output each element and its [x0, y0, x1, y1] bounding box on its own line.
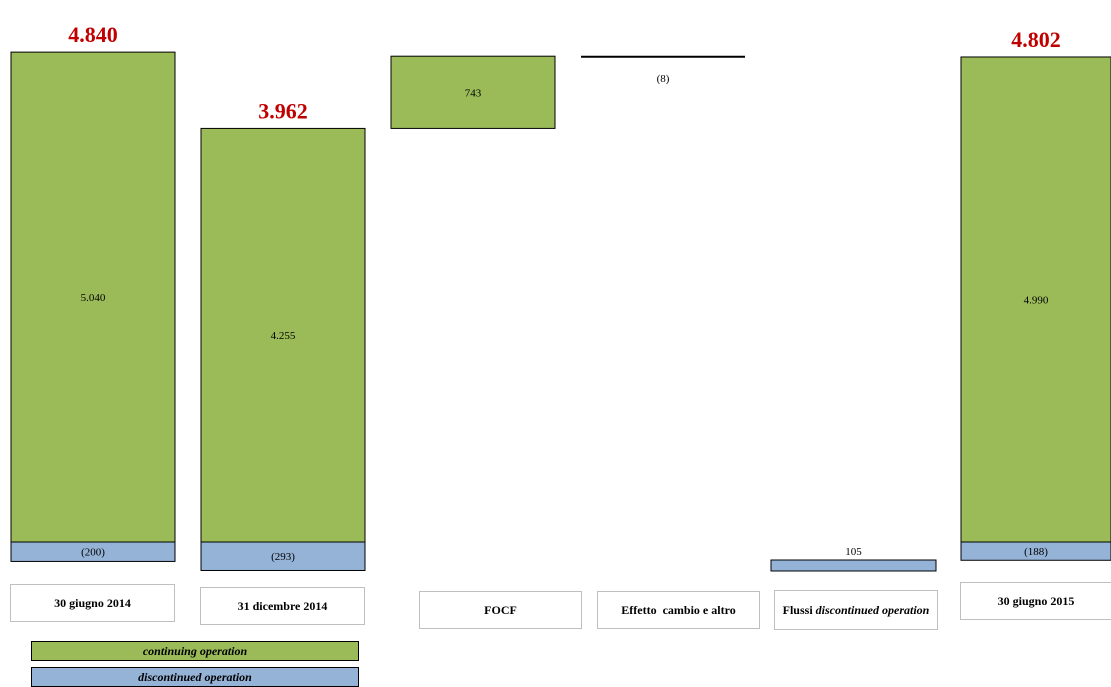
category-label-text: Flussi discontinued operation: [783, 603, 930, 617]
category-label-prefix: Flussi: [782, 603, 816, 617]
legend-label: discontinued operation: [138, 669, 252, 684]
bar-continuing: [10, 51, 176, 543]
category-label-effetto-cambio: Effetto cambio e altro: [597, 591, 760, 629]
category-label-italic: discontinued operation: [815, 603, 930, 617]
bar-flow-discontinued: [770, 559, 937, 572]
bar-change: [390, 55, 556, 129]
category-label-text: 30 giugno 2015: [997, 594, 1075, 608]
category-label-31-dicembre-2014: 31 dicembre 2014: [200, 587, 365, 625]
legend-label: continuing operation: [142, 643, 248, 658]
category-label-text: 30 giugno 2014: [54, 596, 131, 610]
category-label-flussi-discontinued: Flussi discontinued operation: [774, 590, 938, 630]
bar-continuing: [960, 56, 1111, 543]
data-label-continuing: 4.990: [1024, 294, 1049, 306]
data-label-discontinued: (188): [1024, 546, 1048, 558]
category-label-30-giugno-2014: 30 giugno 2014: [10, 584, 175, 622]
category-label-text: Effetto cambio e altro: [621, 603, 736, 617]
data-label-discontinued: (293): [271, 551, 295, 563]
legend-item-discontinued-operation: discontinued operation: [31, 667, 359, 687]
legend-item-continuing-operation: continuing operation: [31, 641, 359, 661]
category-label-text: FOCF: [484, 603, 517, 617]
data-label-discontinued: (200): [81, 547, 105, 559]
category-label-text: 31 dicembre 2014: [237, 599, 328, 613]
total-label: 3.962: [258, 98, 308, 123]
data-label-continuing: 5.040: [81, 292, 106, 304]
bar-discontinued: [960, 541, 1111, 561]
data-label-continuing: 4.255: [271, 330, 296, 342]
category-label-30-giugno-2015: 30 giugno 2015: [960, 582, 1111, 620]
bar-discontinued: [200, 541, 366, 571]
data-label-change: 105: [845, 546, 862, 558]
data-label-change: 743: [465, 87, 482, 99]
category-label-focf: FOCF: [419, 591, 582, 629]
waterfall-chart: 5.040 (200) 4.840 4.255 (293) 3.962 743 (8) 105 4…: [10, 22, 1111, 572]
bar-discontinued: [10, 541, 176, 562]
total-label: 4.802: [1011, 27, 1061, 52]
data-label-change: (8): [657, 73, 670, 85]
total-label: 4.840: [68, 22, 118, 47]
bar-continuing: [200, 127, 366, 543]
